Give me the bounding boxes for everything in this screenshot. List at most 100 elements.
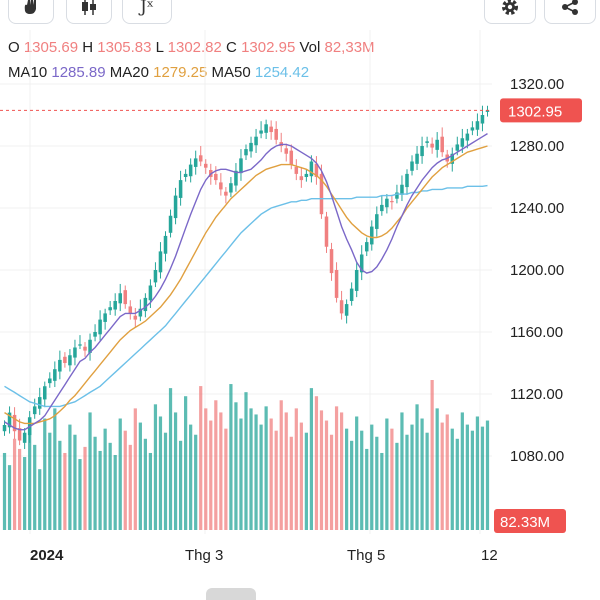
volume-bar [48, 432, 52, 530]
candle-body [7, 412, 12, 428]
candle-body [380, 204, 384, 212]
volume-bar [73, 434, 77, 530]
candle-body [425, 141, 429, 143]
volume-bar [299, 422, 303, 530]
volume-bar [269, 418, 273, 530]
candle-body [259, 130, 263, 134]
price-tick-label: 1120.00 [510, 386, 563, 403]
candle-body [329, 249, 334, 274]
candle-body [88, 339, 92, 353]
ohlc-legend: O 1305.69 H 1305.83 L 1302.82 C 1302.95 … [8, 39, 375, 56]
volume-bar [274, 430, 278, 530]
last-price-badge [500, 98, 582, 123]
hand-tool-button[interactable] [8, 0, 54, 24]
ma10-line [4, 133, 488, 431]
gear-icon [502, 0, 518, 15]
volume-bar [334, 406, 339, 530]
candle-body [349, 288, 354, 301]
time-axis-label: 2024 [30, 547, 64, 564]
ma20-value: 1279.25 [153, 64, 208, 81]
volume-bar [314, 396, 319, 530]
volume-bar [83, 446, 87, 530]
chart-type-button[interactable] [66, 0, 112, 24]
candle-body [214, 173, 218, 181]
settings-button[interactable] [484, 0, 536, 24]
toolbar: Jˣ [0, 0, 600, 30]
ma50-line [4, 184, 488, 408]
open-label: O [8, 39, 20, 56]
candle-body [405, 173, 409, 188]
candle-body [158, 251, 163, 273]
volume-bar [460, 412, 464, 530]
volume-bar [17, 448, 22, 530]
volume-bar [365, 448, 369, 530]
share-button[interactable] [544, 0, 596, 24]
indicators-button[interactable]: Jˣ [122, 0, 172, 24]
volume-bar [420, 418, 424, 530]
candle-body [12, 414, 17, 432]
candle-body [93, 332, 97, 337]
volume-bar [68, 424, 72, 530]
high-value: 1305.83 [97, 39, 152, 56]
candle-body [78, 344, 82, 346]
candle-body [133, 315, 138, 320]
candle-body [203, 163, 208, 168]
volume-bar [390, 428, 394, 530]
candle-body [32, 406, 37, 415]
volume-bar [244, 392, 248, 530]
candle-body [148, 285, 153, 301]
volume-bar [339, 412, 344, 530]
hand-icon [24, 0, 36, 14]
volume-bar [58, 440, 62, 530]
volume-bar [239, 418, 243, 530]
candle-body [430, 143, 434, 148]
candle-body [385, 198, 389, 208]
volume-bar [103, 428, 107, 530]
candle-body [339, 300, 344, 314]
candle-body [128, 306, 133, 314]
volume-bar [108, 442, 112, 530]
last-price-label: 1302.95 [508, 103, 562, 120]
candle-body [274, 128, 278, 140]
volume-bar [485, 420, 490, 530]
volume-bar [158, 416, 163, 530]
candle-body [229, 183, 233, 193]
volume-bar [219, 412, 223, 530]
volume-bar [259, 424, 263, 530]
volume-bar [360, 430, 364, 530]
time-scrollbar[interactable] [0, 584, 600, 600]
ma10-value: 1285.89 [51, 64, 106, 81]
volume-bar [163, 432, 168, 530]
volume-badge [494, 509, 566, 533]
indicators-label: Jˣ [139, 0, 155, 17]
candle-body [143, 297, 148, 312]
volume-bar [319, 410, 324, 530]
volume-bar [385, 418, 389, 530]
volume-bar [113, 455, 117, 530]
candle-body [108, 307, 112, 311]
candle-body [400, 184, 404, 195]
candle-body [43, 386, 47, 400]
close-label: C [226, 39, 237, 56]
candle-body [364, 242, 369, 252]
volume-bar [189, 424, 193, 530]
candle-body [460, 138, 465, 147]
volume-bar [410, 424, 414, 530]
volume-bar [123, 430, 127, 530]
volume-bar [33, 444, 37, 530]
candle-body [450, 153, 455, 164]
volume-bar [440, 422, 444, 530]
volume-bar [224, 428, 228, 530]
time-axis-label: Thg 3 [185, 547, 223, 564]
candle-body [334, 270, 339, 298]
volume-bar [63, 452, 67, 530]
volume-bar [168, 388, 173, 530]
candle-body [153, 270, 158, 283]
volume-bar [294, 408, 298, 530]
scrollbar-thumb[interactable] [206, 588, 256, 600]
candle-body [440, 136, 444, 153]
volume-bar [279, 400, 283, 530]
candle-body [284, 148, 289, 154]
price-chart[interactable]: 1320.00 1280.00 1240.00 1200.00 1160.00 1120.… [0, 0, 600, 584]
candle-body [344, 304, 349, 316]
